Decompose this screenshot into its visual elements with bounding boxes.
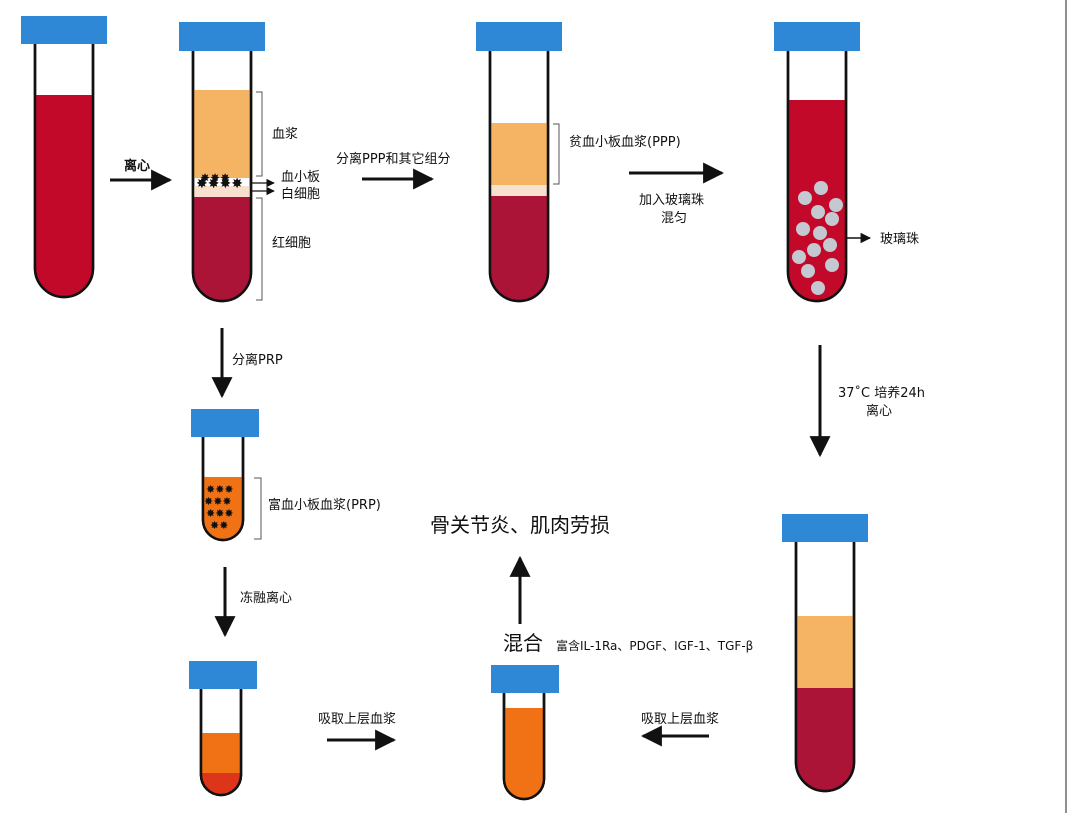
label-centrifuge: 离心: [124, 158, 150, 174]
bracket-prp: [254, 477, 262, 540]
tube-prp: ✸✸✸ ✸✸✸ ✸✸✸ ✸✸: [191, 409, 259, 542]
plasma-layer: [193, 90, 251, 178]
tube-cap: [782, 514, 868, 542]
label-wbc: 白细胞: [281, 186, 320, 202]
glass-beads: [792, 181, 843, 295]
tube-separated: ✸✸✸✸ ✸✸✸: [179, 22, 265, 303]
wbc-layer: [490, 185, 548, 196]
label-incubate-2: 离心: [866, 403, 892, 419]
platelet-cluster: ✸✸✸✸ ✸✸✸: [196, 171, 243, 192]
tube-whole-blood: [21, 16, 107, 299]
mixed-layer: [504, 708, 544, 799]
tube-cap: [774, 22, 860, 51]
tube-cap: [491, 665, 559, 693]
svg-text:✸✸✸: ✸✸✸: [206, 507, 234, 520]
tube-cap: [476, 22, 562, 51]
label-aspirate-left: 吸取上层血浆: [318, 712, 396, 727]
tube-mixed: [491, 665, 559, 801]
label-separate-prp: 分离PRP: [232, 352, 283, 368]
tube-cap: [21, 16, 107, 44]
svg-text:✸✸✸: ✸✸✸: [204, 495, 232, 508]
svg-text:✸✸✸✸: ✸✸✸✸: [196, 176, 243, 192]
blood-fill: [35, 95, 93, 297]
tube-cap: [191, 409, 259, 437]
serum-layer: [796, 616, 854, 688]
label-separate-ppp: 分离PPP和其它组分: [336, 151, 451, 167]
label-aspirate-right: 吸取上层血浆: [641, 712, 719, 727]
rbc-layer: [490, 196, 548, 301]
label-mix: 混合: [503, 631, 543, 655]
tube-cap: [189, 661, 257, 689]
label-add-beads-1: 加入玻璃珠: [639, 193, 704, 208]
bracket-plasma: [256, 91, 263, 177]
tube-cap: [179, 22, 265, 51]
bracket-rbc: [256, 197, 263, 301]
svg-text:✸✸✸: ✸✸✸: [206, 483, 234, 496]
label-platelets: 血小板: [281, 170, 320, 185]
tube-conditioned-serum: [782, 514, 868, 793]
label-rbc: 红细胞: [272, 235, 311, 251]
bracket-ppp: [553, 123, 560, 185]
rbc-layer: [193, 197, 251, 301]
platelets-in-prp: ✸✸✸ ✸✸✸ ✸✸✸ ✸✸: [204, 483, 234, 532]
wbc-layer: [193, 186, 251, 197]
sediment-layer: [201, 773, 241, 795]
rbc-layer: [796, 688, 854, 791]
svg-text:✸✸: ✸✸: [210, 519, 228, 532]
label-rich-in: 富含IL-1Ra、PDGF、IGF-1、TGF-β: [556, 638, 753, 653]
label-add-beads-2: 混匀: [661, 211, 687, 226]
label-prp: 富血小板血浆(PRP): [268, 497, 381, 513]
label-plasma: 血浆: [272, 127, 298, 142]
label-ppp: 贫血小板血浆(PPP): [569, 134, 681, 150]
tube-freeze-thaw: [189, 661, 257, 797]
label-incubate-1: 37˚C 培养24h: [838, 385, 925, 401]
prp-layer: [203, 477, 243, 540]
upper-plasma-layer: [201, 733, 241, 773]
label-indication: 骨关节炎、肌肉劳损: [430, 513, 610, 537]
tube-beads: [774, 22, 860, 303]
ppp-layer: [490, 123, 548, 185]
svg-text:✸✸✸: ✸✸✸: [200, 171, 230, 185]
tube-ppp: [476, 22, 562, 303]
label-freeze-thaw: 冻融离心: [240, 590, 292, 606]
label-beads: 玻璃珠: [880, 232, 919, 247]
